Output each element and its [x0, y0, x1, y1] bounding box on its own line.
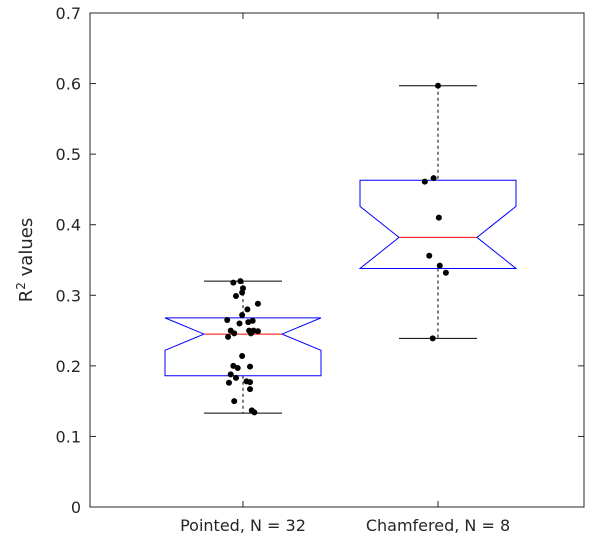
data-point	[435, 82, 441, 89]
x-tick-label: Chamfered, N = 8	[366, 516, 510, 535]
data-point	[234, 364, 241, 371]
data-point	[430, 175, 437, 182]
data-point	[237, 278, 244, 285]
plot-area-frame	[89, 12, 585, 508]
y-axis-ticks: 0 0.1 0.2 0.3 0.4 0.5 0.6 0.7	[56, 4, 584, 517]
data-point	[230, 279, 237, 286]
data-point	[435, 214, 442, 221]
box-group-chamfered	[358, 82, 518, 342]
box-group-pointed	[164, 278, 322, 416]
data-point	[225, 379, 232, 386]
data-point	[247, 330, 254, 337]
y-axis-label-superscript: 2	[14, 282, 28, 290]
data-point	[247, 386, 254, 393]
data-point	[254, 300, 261, 307]
y-axis-label-rest: values	[16, 218, 37, 282]
data-point	[436, 262, 443, 269]
notched-box	[164, 317, 322, 377]
data-point	[239, 352, 246, 359]
data-point	[232, 374, 239, 381]
y-axis-label: R2 values	[14, 218, 37, 302]
y-tick-label: 0.2	[56, 357, 81, 376]
data-point	[421, 178, 428, 185]
y-tick-label: 0.3	[56, 286, 81, 305]
y-tick-label: 0	[71, 498, 81, 517]
y-tick-label: 0.6	[56, 75, 81, 94]
notched-box	[358, 179, 518, 269]
y-tick-label: 0.7	[56, 4, 81, 23]
data-point	[225, 333, 232, 340]
y-tick-label: 0.4	[56, 216, 81, 235]
data-point	[232, 292, 239, 299]
data-point	[244, 306, 251, 313]
data-point	[224, 316, 231, 323]
y-tick-label: 0.1	[56, 427, 81, 446]
data-point	[231, 330, 238, 337]
box-groups	[164, 82, 518, 416]
data-point	[231, 398, 238, 405]
data-point	[247, 379, 254, 386]
data-point	[240, 285, 246, 292]
y-axis-label-main: R	[16, 290, 37, 303]
data-point	[251, 409, 258, 416]
x-tick-label: Pointed, N = 32	[180, 516, 306, 535]
y-tick-label: 0.5	[56, 145, 81, 164]
data-point	[429, 335, 436, 342]
data-point	[227, 371, 234, 378]
data-point	[239, 312, 246, 319]
data-point	[247, 363, 254, 370]
data-point	[426, 252, 433, 259]
data-point	[236, 320, 243, 327]
data-point	[254, 328, 261, 335]
data-point	[249, 317, 256, 324]
x-axis-ticks: Pointed, N = 32 Chamfered, N = 8	[180, 13, 510, 535]
data-point	[442, 269, 449, 276]
